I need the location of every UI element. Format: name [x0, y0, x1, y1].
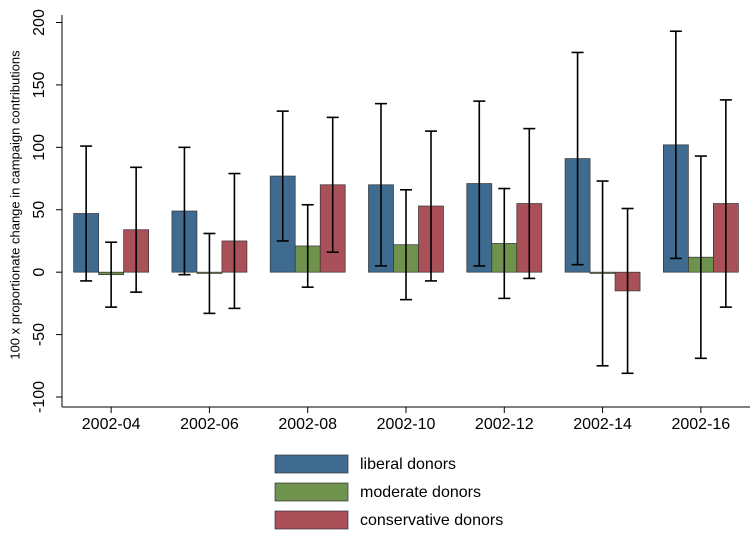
error-bar: [523, 127, 536, 280]
error-bar: [719, 99, 732, 308]
x-tick-label: 2002-04: [82, 416, 141, 433]
error-bar: [669, 30, 682, 260]
y-tick-label: 50: [31, 201, 48, 219]
error-bar: [621, 207, 634, 375]
error-bar: [130, 166, 143, 293]
y-tick-label: -100: [31, 381, 48, 413]
error-bar: [301, 203, 314, 288]
error-bar: [326, 116, 339, 253]
legend-label: conservative donors: [360, 512, 503, 529]
x-tick-label: 2002-12: [475, 416, 534, 433]
error-bar: [276, 110, 289, 242]
legend-swatch: [274, 510, 349, 530]
error-bar: [694, 155, 707, 360]
y-tick-label: 0: [31, 268, 48, 277]
legend-swatch: [274, 454, 349, 474]
y-axis-label: 100 x proportionate change in campaign c…: [7, 50, 22, 360]
legend-label: moderate donors: [360, 484, 481, 501]
error-bar: [400, 188, 412, 301]
error-bar: [375, 102, 387, 267]
error-bar: [473, 100, 486, 267]
x-tick-label: 2002-06: [180, 416, 239, 433]
error-bar: [498, 187, 511, 300]
error-bar: [596, 180, 609, 367]
legend-label: liberal donors: [360, 456, 456, 473]
error-bar: [80, 145, 93, 282]
legend-swatch: [274, 482, 349, 502]
x-tick-label: 2002-14: [573, 416, 632, 433]
x-tick-label: 2002-10: [377, 416, 436, 433]
error-bar: [178, 146, 191, 276]
error-bar: [571, 51, 584, 266]
error-bar: [425, 130, 437, 282]
error-bar: [228, 172, 241, 310]
y-tick-label: 100: [31, 134, 48, 161]
y-tick-label: 200: [31, 9, 48, 36]
x-tick-label: 2002-08: [278, 416, 337, 433]
y-tick-label: -50: [31, 323, 48, 346]
y-tick-label: 150: [31, 71, 48, 98]
x-tick-label: 2002-16: [671, 416, 730, 433]
error-bar: [105, 241, 118, 308]
error-bar: [203, 232, 216, 315]
